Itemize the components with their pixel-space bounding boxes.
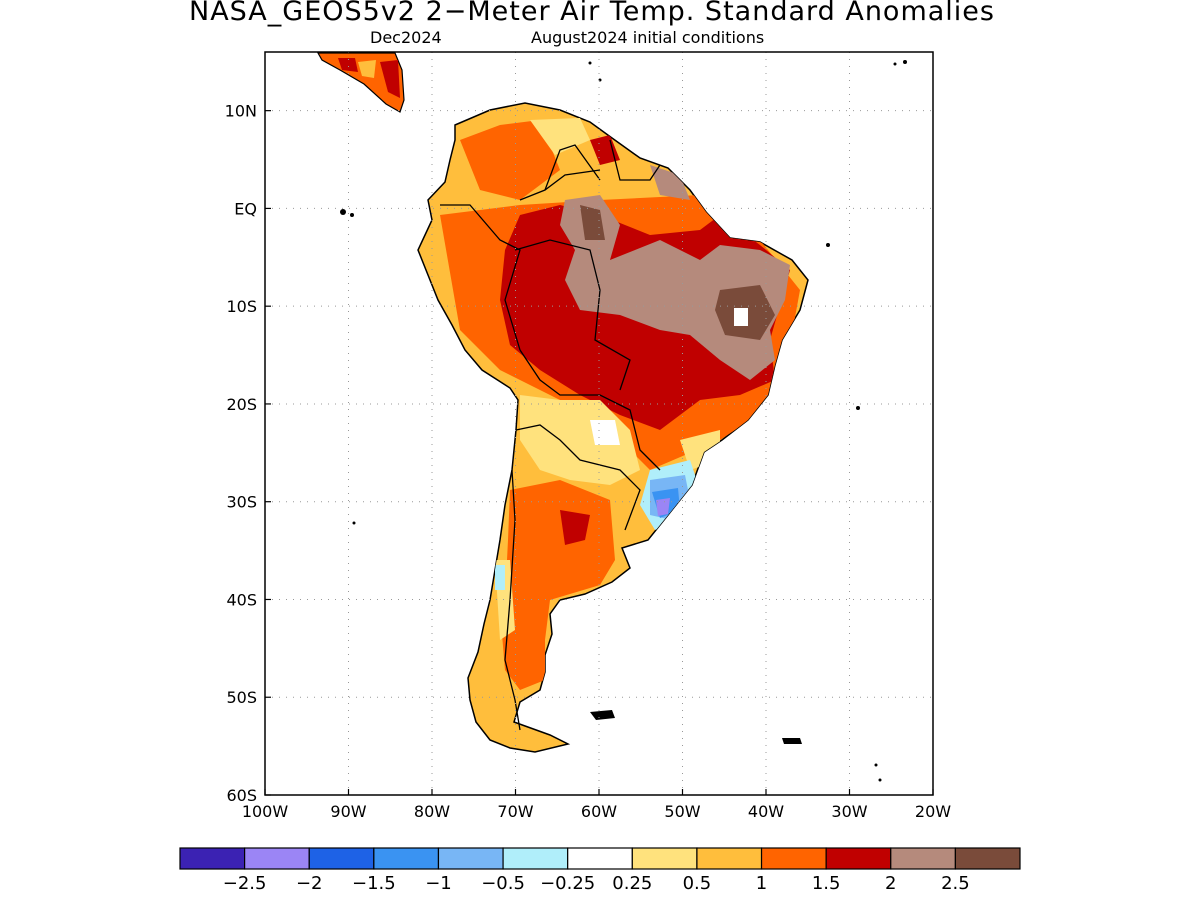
lon-tick-label: 40W <box>748 802 784 821</box>
colorbar-label: −1 <box>425 873 452 894</box>
colorbar-swatch <box>373 847 440 870</box>
lon-tick-label: 30W <box>831 802 867 821</box>
forecast-month: Dec2024 <box>370 28 442 47</box>
lat-tick-label: EQ <box>234 199 257 218</box>
colorbar-label: −2 <box>296 873 323 894</box>
graticule <box>265 52 933 795</box>
colorbar-swatch <box>179 847 246 870</box>
lon-tick-label: 100W <box>242 802 289 821</box>
colorbar-swatch <box>631 847 698 870</box>
lon-tick-label: 80W <box>414 802 450 821</box>
lat-tick-label: 30S <box>226 493 257 512</box>
initial-conditions: August2024 initial conditions <box>531 28 765 47</box>
colorbar: −2.5 −2 −1.5 −1 −0.5 −0.25 0.25 0.5 1 1.5 2 2.5 <box>179 847 1021 894</box>
colorbar-swatch <box>760 847 827 870</box>
colorbar-swatch <box>890 847 956 870</box>
colorbar-label: 0.5 <box>683 873 712 894</box>
colorbar-swatch <box>696 847 763 870</box>
colorbar-swatch <box>502 847 569 870</box>
map-title: NASA_GEOS5v2 2−Meter Air Temp. Standard … <box>189 0 995 27</box>
lon-tick-label: 50W <box>664 802 700 821</box>
colorbar-label: −2.5 <box>223 873 267 894</box>
lat-tick-label: 10S <box>226 297 257 316</box>
lat-tick-label: 10N <box>225 102 257 121</box>
colorbar-label: 1.5 <box>812 873 841 894</box>
lat-tick-label: 20S <box>226 395 257 414</box>
anomaly-field <box>316 52 809 753</box>
colorbar-label: 2.5 <box>941 873 970 894</box>
colorbar-label: −1.5 <box>352 873 396 894</box>
colorbar-label: −0.25 <box>540 873 595 894</box>
colorbar-swatch <box>567 847 633 870</box>
lat-tick-label: 40S <box>226 590 257 609</box>
lat-tick-label: 60S <box>226 786 257 805</box>
colorbar-swatch <box>954 847 1021 870</box>
colorbar-swatch <box>825 847 892 870</box>
colorbar-label: 1 <box>756 873 767 894</box>
lon-tick-label: 60W <box>581 802 617 821</box>
colorbar-label: 0.25 <box>612 873 652 894</box>
lon-tick-label: 90W <box>330 802 366 821</box>
lon-tick-label: 70W <box>497 802 533 821</box>
country-borders <box>440 139 661 731</box>
islands <box>340 60 907 782</box>
colorbar-swatch <box>244 847 310 870</box>
colorbar-swatch <box>437 847 504 870</box>
lon-tick-label: 20W <box>915 802 951 821</box>
colorbar-label: −0.5 <box>481 873 525 894</box>
lat-tick-label: 50S <box>226 688 257 707</box>
colorbar-label: 2 <box>885 873 896 894</box>
colorbar-swatch <box>308 847 375 870</box>
